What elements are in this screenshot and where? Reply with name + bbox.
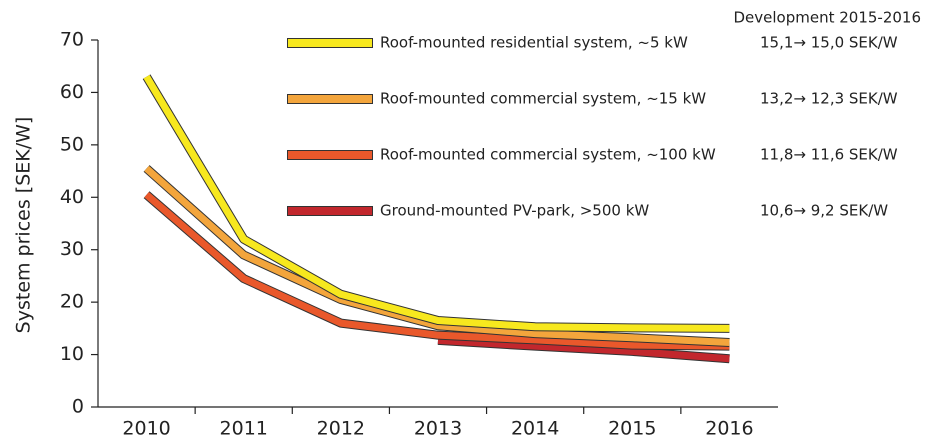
line — [144, 192, 730, 350]
line — [143, 74, 730, 332]
development-item: 10,6→ 9,2 SEK/W — [760, 202, 888, 220]
y-tick-label: 70 — [60, 29, 84, 51]
y-tick-label: 10 — [60, 343, 84, 365]
y-tick-label: 60 — [60, 81, 84, 103]
development-title: Development 2015-2016 — [733, 9, 921, 27]
development-item: 13,2→ 12,3 SEK/W — [760, 90, 898, 108]
legend-label: Roof-mounted commercial system, ~100 kW — [380, 146, 716, 164]
line — [437, 336, 730, 363]
y-tick-label: 40 — [60, 186, 84, 208]
development-item: 11,8→ 11,6 SEK/W — [760, 146, 898, 164]
legend-swatch — [288, 39, 372, 47]
legend-label: Roof-mounted commercial system, ~15 kW — [380, 90, 706, 108]
legend-swatch — [288, 207, 372, 215]
legend-swatch — [288, 151, 372, 159]
legend-swatch — [288, 95, 372, 103]
x-tick-label: 2010 — [122, 418, 170, 439]
line — [144, 165, 730, 347]
y-tick-label: 0 — [72, 396, 84, 418]
x-tick-label: 2015 — [608, 418, 656, 439]
y-tick-label: 20 — [60, 291, 84, 313]
legend-label: Roof-mounted residential system, ~5 kW — [380, 34, 688, 52]
y-axis-label: System prices [SEK/W] — [13, 117, 35, 334]
development-item: 15,1→ 15,0 SEK/W — [760, 34, 898, 52]
legend-label: Ground-mounted PV-park, >500 kW — [380, 202, 649, 220]
y-tick-label: 30 — [60, 238, 84, 260]
x-tick-label: 2016 — [705, 418, 753, 439]
x-tick-label: 2014 — [511, 418, 559, 439]
x-tick-label: 2013 — [414, 418, 462, 439]
x-tick-label: 2011 — [220, 418, 268, 439]
y-tick-label: 50 — [60, 133, 84, 155]
x-tick-label: 2012 — [317, 418, 365, 439]
